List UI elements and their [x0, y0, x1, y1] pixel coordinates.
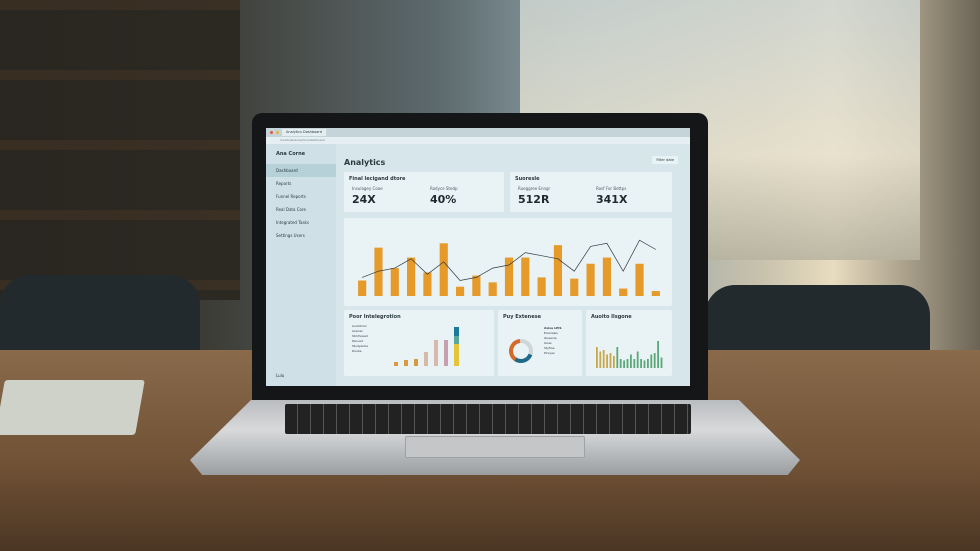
- user-item[interactable]: Lulu: [276, 373, 285, 378]
- brand: Ana Corne: [276, 151, 306, 157]
- bar: [488, 282, 497, 296]
- sidebar-item[interactable]: Real Data Core: [276, 207, 306, 212]
- bar: [602, 257, 611, 296]
- donut-card: Puy Extenese Axisu LEIS Ereroasis Queenie…: [498, 310, 582, 376]
- histogram-bar: [613, 356, 615, 368]
- histogram-bar: [650, 354, 653, 368]
- trackpad: [405, 436, 585, 458]
- histogram-bar: [619, 359, 622, 368]
- bookshelf: [0, 0, 240, 300]
- stacked-bar-chart: [394, 327, 459, 366]
- bar: [472, 275, 481, 296]
- bar: [570, 278, 579, 296]
- sidebar-item[interactable]: Reports: [276, 181, 292, 186]
- histogram-bar: [643, 360, 646, 368]
- kpi-label: Rueggree Enngr: [518, 186, 551, 191]
- bar: [439, 243, 448, 296]
- legend-item: Strirfsread: [352, 334, 368, 338]
- bar: [423, 272, 432, 296]
- bar: [455, 286, 465, 296]
- bar: [358, 280, 367, 296]
- legend-item: Ooes: [544, 341, 552, 345]
- histogram: [596, 341, 663, 368]
- page-title: Analytics: [344, 158, 386, 167]
- histogram-bar: [602, 350, 605, 368]
- card-title: Poor Intelegrotion: [349, 314, 401, 320]
- notebook: [0, 380, 145, 435]
- card-title: Suoresle: [515, 176, 540, 182]
- kpi-value: 341X: [596, 193, 628, 206]
- histogram-bar: [630, 354, 632, 368]
- sidebar-item[interactable]: Integrated Tasks: [276, 220, 309, 225]
- histogram-bar: [636, 351, 639, 368]
- legend-item: Studyanlie: [352, 344, 368, 348]
- kpi-value: 24X: [352, 193, 376, 206]
- stacked-bars: [394, 327, 459, 366]
- histogram-bar: [616, 347, 619, 368]
- integration-card: Poor Intelegrotion Audiotrior Areinal Stri…: [344, 310, 494, 376]
- browser-tab[interactable]: Analytics Dashboard: [282, 129, 326, 136]
- bar: [374, 247, 383, 296]
- legend-item: Areinal: [352, 329, 363, 333]
- kpi-card: Final lecigand dtore Insulagey Cooe 24X R…: [344, 172, 504, 212]
- bar: [619, 288, 628, 296]
- kpi-value: 512R: [518, 193, 550, 206]
- legend-item: Audiotrior: [352, 324, 367, 328]
- histogram-bar: [640, 359, 642, 368]
- legend-item: Pecued: [352, 339, 363, 343]
- histogram-bar: [647, 359, 649, 368]
- bar: [651, 291, 660, 296]
- sidebar-item[interactable]: Dashboard: [266, 164, 336, 177]
- keyboard: [285, 404, 691, 434]
- main: Analytics Filter date Final lecigand dto…: [344, 144, 682, 386]
- kpi-card: Suoresle Rueggree Enngr 512R Rosf For Bet…: [510, 172, 672, 212]
- histogram-bar: [657, 341, 659, 368]
- histogram-bar: [623, 360, 625, 368]
- kpi-label: Insulagey Cooe: [352, 186, 383, 191]
- date-filter[interactable]: Filter date: [652, 156, 678, 164]
- legend-item: Styfine: [544, 346, 555, 350]
- minimize-dot-icon[interactable]: [276, 131, 279, 134]
- sidebar-item[interactable]: Funnel Reports: [276, 194, 306, 199]
- sidebar-item[interactable]: Settings Users: [276, 233, 305, 238]
- histogram-bar: [599, 351, 602, 368]
- legend-item: Queenie: [544, 336, 557, 340]
- legend-title: Axisu LEIS: [544, 326, 562, 330]
- trend-line: [362, 239, 657, 281]
- card-title: Puy Extenese: [503, 314, 541, 320]
- bar: [586, 263, 595, 296]
- histogram-card: Auoito Ilsgone: [586, 310, 672, 376]
- tab-bar: Analytics Dashboard: [266, 128, 690, 137]
- bar: [635, 263, 644, 296]
- bar: [553, 245, 563, 296]
- kpi-label: Rosf For Bettps: [596, 186, 627, 191]
- histogram-bar: [653, 353, 656, 368]
- bar: [521, 257, 530, 296]
- card-title: Auoito Ilsgone: [591, 314, 632, 320]
- histogram-bar: [626, 359, 629, 368]
- legend-item: Dooke: [352, 349, 362, 353]
- close-dot-icon[interactable]: [270, 131, 273, 134]
- histogram-bar: [596, 347, 598, 368]
- bar: [504, 257, 514, 296]
- card-title: Final lecigand dtore: [349, 176, 406, 182]
- laptop-screen: Analytics Dashboard localhost/analytics/…: [266, 128, 690, 386]
- kpi-value: 40%: [430, 193, 457, 206]
- legend-item: Pircyes: [544, 351, 555, 355]
- bar-chart-card: [344, 218, 672, 306]
- histogram-bar: [633, 359, 636, 368]
- histogram-bar: [609, 353, 612, 368]
- bar: [390, 268, 399, 296]
- legend-item: Ereroasis: [544, 331, 558, 335]
- bar: [407, 257, 416, 296]
- bar: [537, 277, 546, 296]
- url-bar[interactable]: localhost/analytics/dashboard: [266, 137, 690, 144]
- histogram-bar: [606, 354, 608, 368]
- bar-chart: [358, 239, 660, 296]
- donut-chart: [509, 339, 533, 363]
- sidebar: Ana Corne Dashboard Reports Funnel Repor…: [266, 144, 336, 386]
- histogram-bar: [660, 357, 663, 368]
- kpi-label: Rodyce Stedp: [430, 186, 458, 191]
